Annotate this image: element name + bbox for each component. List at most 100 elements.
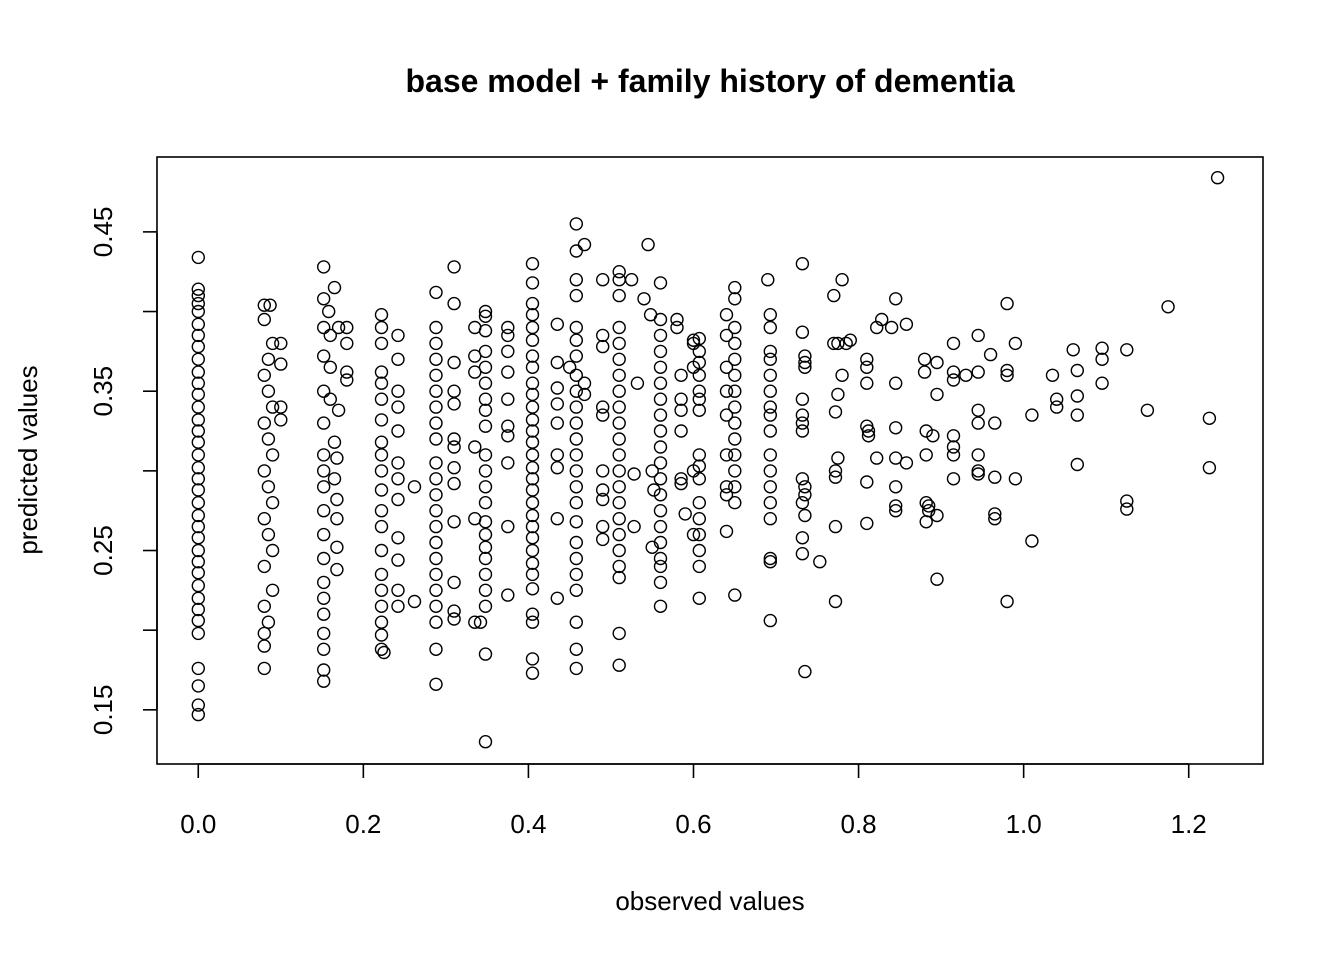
data-point	[653, 551, 668, 566]
data-point	[550, 355, 564, 370]
data-point	[645, 464, 659, 478]
data-point	[728, 464, 742, 478]
data-point	[930, 387, 944, 402]
data-point	[828, 464, 843, 478]
data-point	[322, 304, 336, 319]
data-point	[1120, 343, 1134, 357]
data-point	[261, 527, 276, 542]
data-point	[191, 424, 206, 438]
data-point	[692, 472, 706, 486]
data-point	[831, 387, 845, 402]
data-point	[391, 352, 405, 366]
data-point	[612, 352, 626, 366]
data-point	[653, 504, 668, 518]
data-point	[265, 400, 280, 414]
data-point	[612, 480, 626, 494]
data-point	[323, 360, 337, 374]
data-point	[946, 472, 961, 486]
data-point	[728, 480, 742, 494]
data-point	[429, 336, 443, 351]
data-point	[692, 392, 706, 406]
data-point	[1070, 457, 1085, 472]
data-point	[763, 344, 777, 359]
data-point	[637, 292, 651, 306]
data-point	[191, 435, 206, 449]
data-point	[191, 472, 206, 486]
data-point	[478, 480, 493, 494]
data-point	[596, 519, 610, 534]
data-point	[1070, 363, 1085, 378]
data-point	[1049, 400, 1064, 414]
data-point	[191, 613, 206, 628]
data-point	[728, 336, 742, 351]
data-point	[728, 292, 742, 306]
data-point	[612, 570, 626, 585]
data-point	[374, 365, 389, 379]
data-point	[917, 352, 932, 366]
data-point	[899, 317, 914, 331]
data-point	[889, 499, 903, 513]
x-tick-label: 0.6	[675, 809, 711, 839]
data-point	[612, 543, 626, 558]
data-point	[653, 408, 668, 422]
data-point	[317, 663, 331, 677]
x-tick-label: 0.4	[510, 809, 546, 839]
data-point	[525, 320, 540, 335]
data-point	[653, 376, 668, 390]
data-point	[889, 292, 903, 306]
data-point	[447, 260, 461, 274]
data-point	[478, 527, 493, 542]
data-point	[191, 496, 206, 510]
data-point	[763, 613, 777, 628]
data-point	[653, 440, 668, 454]
data-point	[653, 328, 668, 343]
data-point	[795, 547, 810, 561]
data-point	[191, 707, 206, 722]
data-point	[550, 381, 564, 395]
data-point	[612, 416, 626, 430]
data-point	[569, 551, 583, 566]
y-tick-label: 0.45	[88, 207, 118, 258]
data-point	[525, 435, 540, 449]
data-point	[501, 344, 515, 359]
data-point	[719, 408, 734, 422]
data-point	[728, 400, 742, 414]
data-point	[478, 515, 493, 529]
data-point	[391, 424, 405, 438]
data-point	[391, 553, 405, 567]
data-point	[525, 607, 540, 621]
data-point	[317, 320, 331, 335]
data-point	[407, 594, 422, 609]
data-point	[653, 344, 668, 359]
data-point	[728, 416, 742, 430]
data-point	[946, 429, 961, 443]
data-point	[612, 273, 626, 287]
data-point	[612, 400, 626, 414]
data-point	[612, 464, 626, 478]
data-point	[569, 535, 583, 550]
data-point	[1095, 352, 1109, 366]
data-point	[686, 527, 701, 542]
data-point	[374, 376, 389, 390]
data-point	[860, 516, 874, 531]
data-point	[191, 288, 206, 303]
data-point	[374, 642, 389, 656]
data-point	[391, 583, 405, 597]
data-point	[317, 607, 331, 621]
data-point	[884, 320, 899, 335]
data-point	[257, 599, 271, 613]
data-point	[653, 276, 668, 290]
data-point	[860, 376, 874, 390]
data-point	[795, 531, 810, 545]
data-point	[959, 368, 973, 382]
data-point	[550, 512, 564, 526]
data-point	[525, 472, 540, 486]
data-point	[525, 360, 540, 374]
data-point	[374, 599, 389, 613]
data-point	[391, 456, 405, 470]
data-point	[501, 519, 515, 534]
y-tick-label: 0.35	[88, 366, 118, 417]
data-point	[1140, 403, 1155, 417]
data-point	[191, 365, 206, 379]
data-point	[828, 594, 843, 609]
